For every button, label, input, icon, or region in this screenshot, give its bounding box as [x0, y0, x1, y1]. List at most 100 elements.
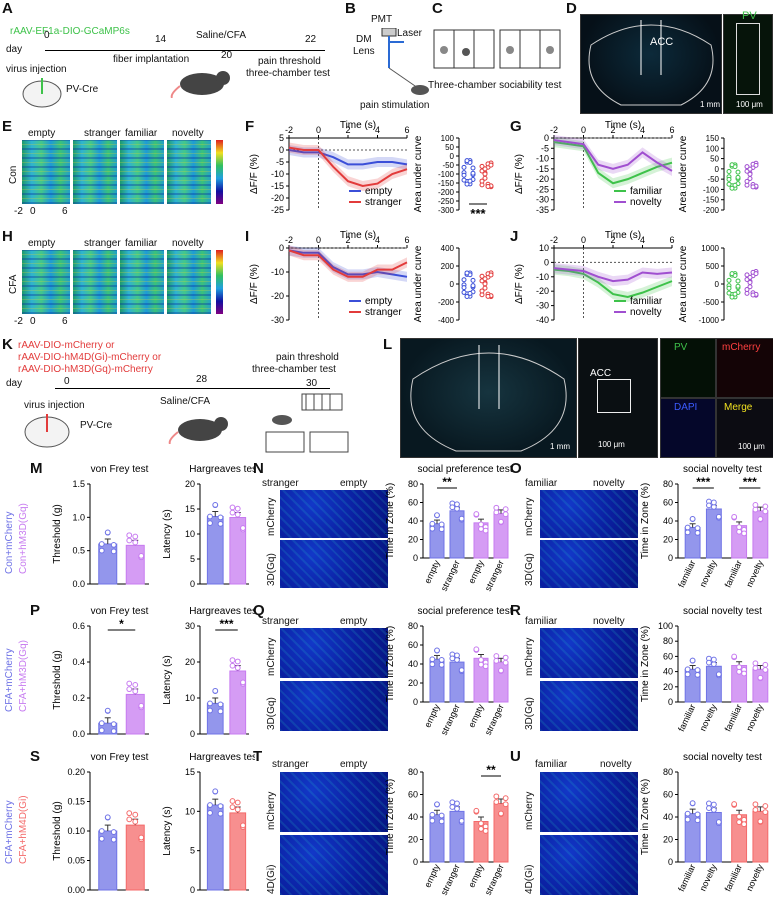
data-point	[731, 653, 738, 660]
y-tick-label: -40	[536, 315, 549, 325]
data-point	[217, 514, 224, 521]
chart-title: Hargreaves test	[189, 464, 255, 475]
data-point	[731, 801, 738, 807]
chart-p-hargreaves: Hargreaves test 0 10 20 30 Latency (s) ***	[162, 606, 255, 739]
chart-title: Hargreaves test	[189, 752, 255, 763]
y-tick-label: 40	[663, 667, 673, 677]
data-point	[229, 504, 236, 511]
data-point	[104, 707, 111, 714]
track-o-mcherry	[540, 490, 638, 538]
panel-l-scale-right: 100 μm	[738, 442, 765, 451]
auc-point	[732, 182, 738, 188]
heatmap-cfa-familiar	[120, 250, 164, 314]
y-tick-label: 40	[408, 516, 418, 526]
y-tick-label: 60	[663, 498, 673, 508]
data-point	[132, 533, 139, 540]
data-point	[684, 810, 691, 817]
auc-tick-label: 150	[706, 134, 720, 143]
mouse-k-icon	[168, 417, 228, 444]
auc-point	[461, 285, 467, 291]
trace-line-empty	[288, 249, 408, 278]
y-tick-label: 15	[185, 767, 195, 777]
y-tick-label: 0.0	[72, 729, 85, 739]
y-tick-label: -15	[536, 164, 549, 174]
chart-s-vonfrey: von Frey test 0.00 0.05 0.10 0.15 0.20 Thresho…	[52, 752, 149, 895]
data-point	[98, 720, 105, 727]
sig-stars: ***	[696, 475, 710, 489]
data-point	[762, 667, 769, 673]
chart-title: social preference test	[417, 464, 512, 475]
auc-point	[750, 184, 756, 190]
r-col-novelty: novelty	[593, 616, 625, 627]
y-tick-label: 0.05	[67, 856, 85, 866]
data-point	[438, 521, 445, 528]
panel-a-day: day	[6, 44, 23, 55]
auc-point	[461, 177, 467, 183]
panel-l-dapi-image	[660, 398, 716, 458]
data-point	[132, 539, 139, 546]
data-point	[706, 805, 712, 812]
t-row-mcherry: mCherry	[266, 791, 277, 830]
auc-tick-label: -100	[703, 185, 720, 194]
data-point	[757, 674, 764, 681]
y-tick-label: 40	[408, 659, 418, 669]
y-tick-label: 0.6	[72, 621, 85, 631]
panel-label-f: F	[245, 118, 255, 135]
data-point	[138, 552, 145, 559]
auc-tick-label: -200	[438, 188, 455, 197]
auc-tick-label: -50	[442, 161, 454, 170]
x-tick-label: stranger	[483, 863, 506, 897]
data-point	[234, 511, 241, 518]
bar	[98, 722, 118, 735]
data-point	[110, 728, 117, 735]
q-row-gq: 3D(Gq)	[266, 697, 277, 730]
data-point	[689, 657, 696, 664]
y-tick-label: 10	[185, 806, 195, 816]
auc-point	[488, 162, 494, 168]
y-tick-label: 0	[413, 553, 418, 563]
auc-point	[479, 288, 485, 294]
panel-k-timeline	[55, 388, 330, 389]
three-chamber-boxes-icon	[433, 29, 561, 69]
y-tick-label: 10	[539, 243, 549, 253]
x-tick-label: familiar	[723, 559, 744, 590]
y-tick-label: 60	[663, 651, 673, 661]
auc-point	[729, 162, 735, 168]
auc-point	[729, 271, 735, 277]
data-point	[234, 799, 241, 806]
panel-h-row-label: CFA	[8, 274, 19, 294]
data-point	[458, 515, 465, 522]
y-axis-label: Time in Zone (%)	[640, 483, 651, 559]
data-point	[752, 806, 759, 813]
panel-label-u: U	[510, 748, 521, 765]
y-tick-label: -30	[536, 301, 549, 311]
chart-m-hargreaves: Hargreaves test 0 5 10 15 20 Latency (s)	[162, 464, 255, 589]
data-point	[502, 659, 509, 666]
panel-l-channel-merge: Merge	[724, 402, 753, 413]
auc-point	[470, 277, 476, 283]
track-q-gq	[280, 681, 388, 731]
trace-line-novelty	[553, 139, 673, 172]
panel-l-pv-image	[660, 338, 716, 398]
y-axis-label: ΔF/F (%)	[514, 264, 525, 304]
legend-label: stranger	[365, 197, 402, 208]
q-col-stranger: stranger	[262, 616, 299, 627]
y-tick-label: 0	[413, 857, 418, 867]
data-point	[110, 548, 117, 555]
u-col-novelty: novelty	[600, 759, 632, 770]
x-tick-label: novelty	[744, 862, 765, 893]
panel-k-day: day	[6, 378, 23, 389]
y-tick-label: 60	[408, 640, 418, 650]
data-point	[752, 660, 759, 667]
panel-label-d: D	[566, 0, 577, 17]
y-tick-label: -10	[536, 272, 549, 282]
data-point	[449, 655, 456, 662]
y-tick-label: -25	[271, 205, 284, 215]
panel-g-chart: Time (s)-2 0 2 4 60-5-10-15-20-25-30-35ΔF/F …	[514, 120, 759, 215]
data-point	[429, 656, 436, 663]
data-point	[126, 532, 133, 539]
auc-point	[735, 174, 741, 180]
data-point	[438, 657, 445, 663]
data-point	[736, 664, 743, 671]
o-col-familiar: familiar	[525, 478, 558, 489]
